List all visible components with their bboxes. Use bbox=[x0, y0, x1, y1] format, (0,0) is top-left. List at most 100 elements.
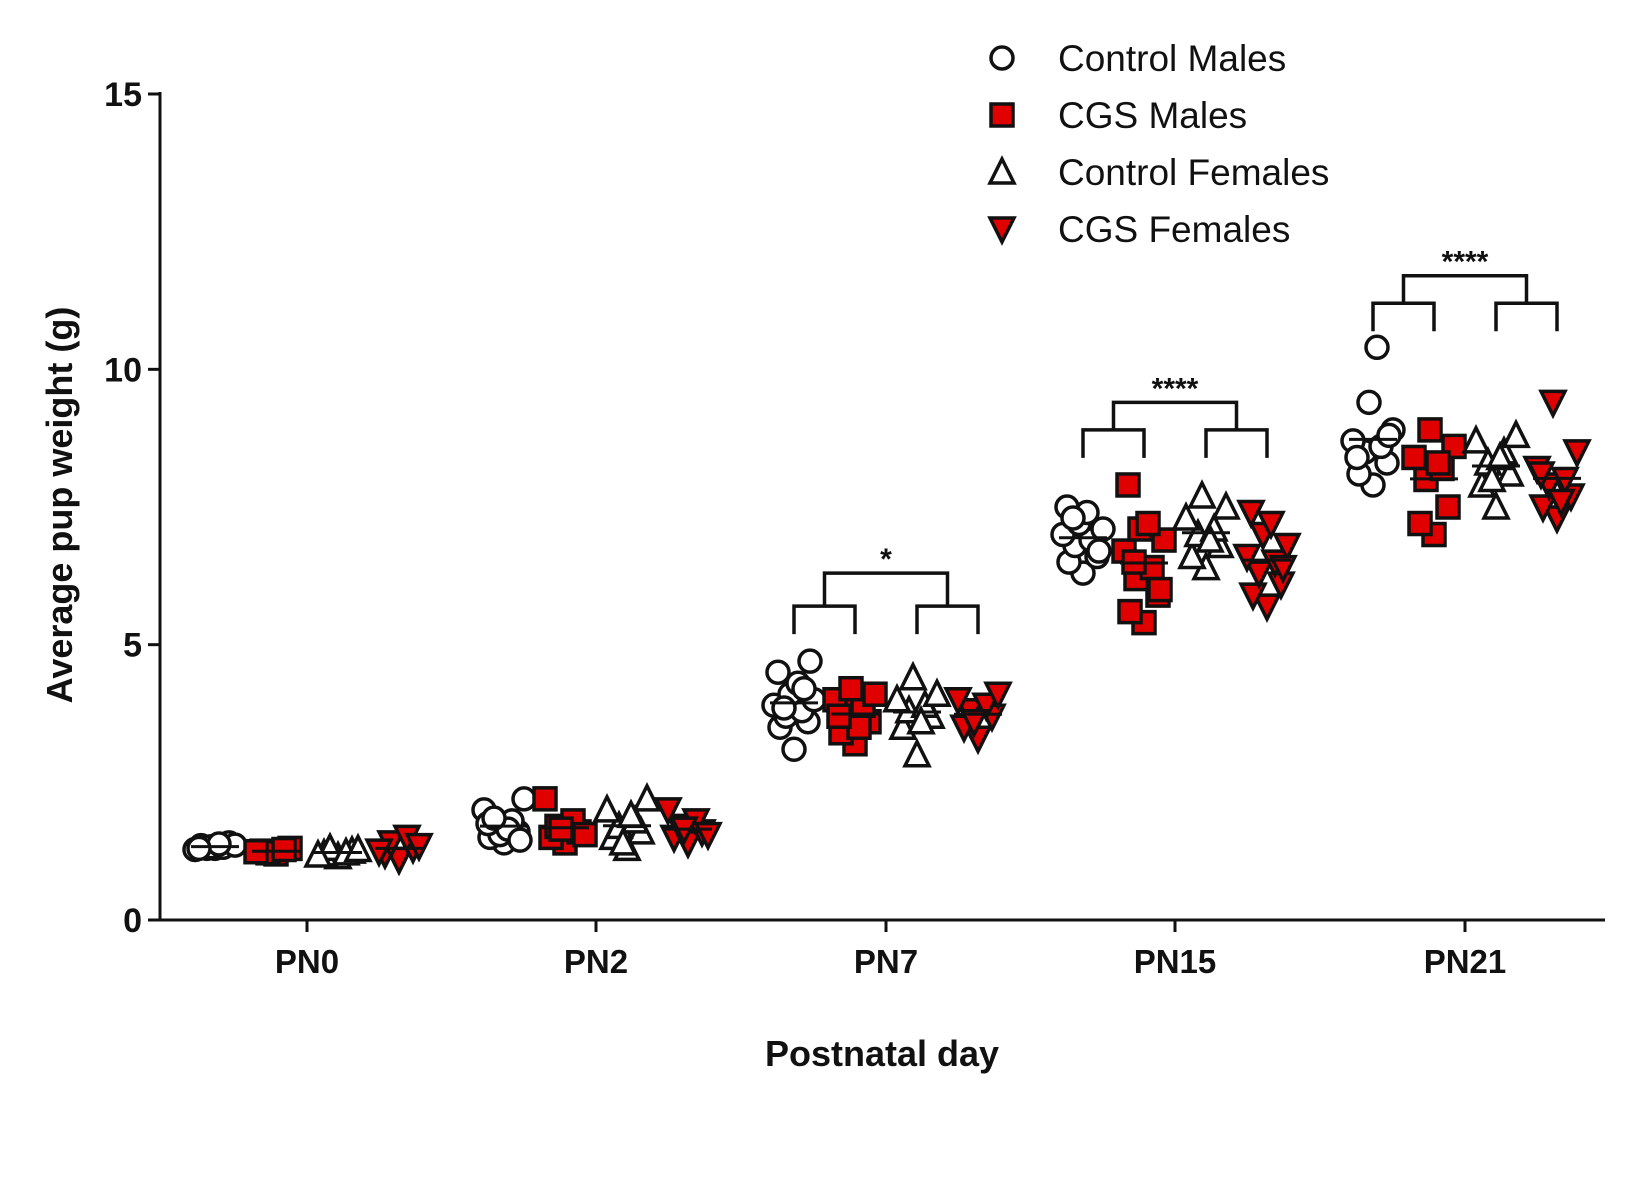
data-point bbox=[404, 832, 434, 863]
legend-label: CGS Males bbox=[1058, 95, 1247, 136]
legend-label: Control Females bbox=[1058, 152, 1329, 193]
legend-item: Control Females bbox=[987, 152, 1329, 193]
y-tick-label: 5 bbox=[123, 627, 142, 665]
data-point bbox=[1528, 494, 1558, 524]
bracket-top bbox=[1111, 400, 1239, 430]
legend-label: CGS Females bbox=[1058, 209, 1290, 250]
data-point bbox=[1147, 576, 1173, 603]
data-point bbox=[797, 648, 823, 674]
bracket-left bbox=[1371, 301, 1436, 332]
legend-marker bbox=[987, 216, 1017, 246]
data-point bbox=[1425, 450, 1451, 476]
data-point bbox=[186, 835, 212, 862]
data-point bbox=[1401, 444, 1427, 471]
bracket-top bbox=[1401, 273, 1529, 304]
data-point bbox=[922, 677, 952, 707]
data-points bbox=[182, 334, 1592, 877]
x-tick-label: PN7 bbox=[854, 943, 918, 980]
data-point bbox=[1232, 543, 1262, 574]
data-point bbox=[1117, 598, 1143, 625]
bracket-left bbox=[792, 604, 857, 635]
data-point bbox=[1256, 510, 1286, 541]
data-point bbox=[1356, 389, 1382, 416]
data-point bbox=[481, 805, 507, 831]
data-point bbox=[592, 792, 622, 823]
data-point bbox=[1211, 490, 1241, 520]
data-point bbox=[1364, 334, 1390, 361]
data-point bbox=[303, 838, 333, 868]
bracket-right bbox=[1494, 301, 1559, 332]
significance-label: **** bbox=[1152, 372, 1199, 405]
data-point bbox=[1177, 539, 1207, 570]
y-tick-label: 0 bbox=[123, 902, 142, 940]
y-ticks: 0 5 10 15 bbox=[104, 76, 160, 940]
data-point bbox=[1244, 560, 1274, 590]
data-point bbox=[781, 736, 807, 763]
legend: Control Males CGS Males Control Females CGS… bbox=[987, 38, 1329, 250]
data-point bbox=[343, 832, 373, 863]
data-point bbox=[653, 797, 683, 827]
data-point bbox=[1135, 510, 1161, 537]
legend-item: CGS Males bbox=[989, 95, 1247, 136]
data-point bbox=[1086, 538, 1112, 564]
data-point bbox=[1236, 499, 1266, 530]
data-point bbox=[1238, 582, 1268, 613]
data-point bbox=[1526, 461, 1556, 491]
data-point bbox=[1344, 444, 1370, 471]
data-point bbox=[507, 827, 533, 853]
y-axis-title: Average pup weight (g) bbox=[39, 307, 80, 704]
x-tick-label: PN21 bbox=[1424, 943, 1507, 980]
axes bbox=[158, 92, 1605, 922]
data-point bbox=[771, 695, 797, 721]
data-point bbox=[971, 692, 1001, 723]
data-point bbox=[1187, 479, 1217, 509]
data-point bbox=[1538, 389, 1568, 420]
significance-label: **** bbox=[1442, 246, 1489, 279]
data-point bbox=[898, 660, 928, 691]
bracket-top bbox=[822, 571, 950, 607]
x-tick-label: PN0 bbox=[275, 943, 339, 980]
data-point bbox=[1477, 462, 1507, 493]
x-axis-title: Postnatal day bbox=[765, 1033, 999, 1074]
data-point bbox=[608, 825, 638, 856]
data-point bbox=[1171, 501, 1201, 531]
legend-marker bbox=[989, 45, 1015, 71]
data-point bbox=[1195, 523, 1225, 553]
data-point bbox=[1550, 466, 1580, 497]
y-tick-label: 10 bbox=[104, 351, 142, 389]
data-point bbox=[1115, 472, 1141, 498]
data-point bbox=[826, 703, 852, 730]
bracket-left bbox=[1081, 428, 1146, 458]
data-point bbox=[838, 675, 864, 702]
x-tick-label: PN15 bbox=[1134, 943, 1217, 980]
legend-marker bbox=[989, 102, 1015, 128]
data-point bbox=[1376, 422, 1402, 449]
mean-lines bbox=[191, 437, 1581, 855]
legend-label: Control Males bbox=[1058, 38, 1286, 79]
data-point bbox=[943, 686, 973, 717]
data-point bbox=[1461, 424, 1491, 454]
data-point bbox=[1495, 457, 1525, 487]
legend-item: CGS Females bbox=[987, 209, 1290, 250]
data-point bbox=[765, 659, 791, 685]
data-point bbox=[862, 681, 888, 707]
data-point bbox=[983, 681, 1013, 712]
data-point bbox=[1481, 490, 1511, 520]
bracket-right bbox=[1204, 428, 1269, 458]
legend-item: Control Males bbox=[989, 38, 1286, 79]
data-point bbox=[1268, 554, 1298, 585]
data-point bbox=[1060, 505, 1086, 531]
data-point bbox=[1417, 417, 1443, 443]
y-tick-label: 15 bbox=[104, 76, 142, 114]
data-point bbox=[632, 781, 662, 812]
data-point bbox=[1485, 440, 1515, 471]
data-point bbox=[1546, 488, 1576, 519]
data-point bbox=[1501, 418, 1531, 449]
data-point bbox=[902, 737, 932, 768]
data-point bbox=[1407, 510, 1433, 537]
data-point bbox=[1272, 532, 1302, 563]
data-point bbox=[1252, 593, 1282, 624]
x-ticks: PN0 PN2 PN7 PN15 PN21 bbox=[275, 920, 1506, 980]
data-point bbox=[364, 838, 394, 869]
